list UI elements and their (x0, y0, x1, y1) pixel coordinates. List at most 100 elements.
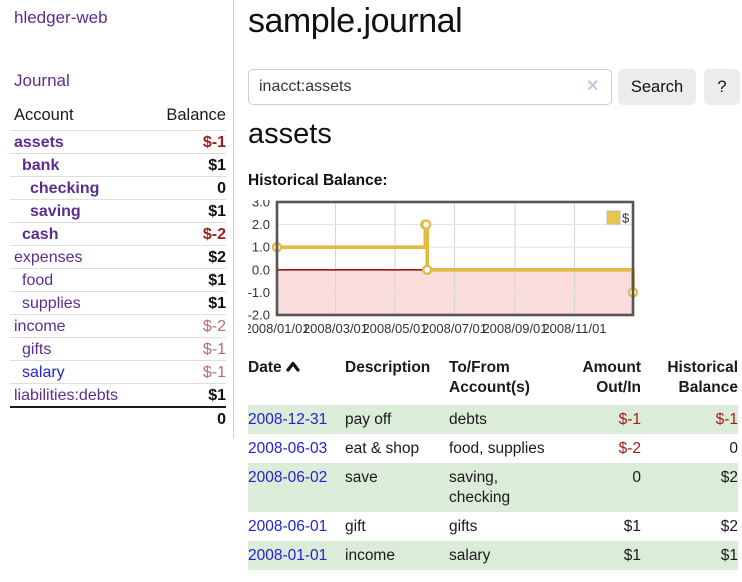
transaction-row: 2008-12-31 pay off debts $-1 $-1 (248, 405, 738, 434)
transaction-description: pay off (345, 410, 392, 428)
svg-text:2008/01/01: 2008/01/01 (248, 321, 310, 336)
svg-text:2008/07/01: 2008/07/01 (422, 321, 487, 336)
transaction-amount: $-1 (618, 410, 641, 428)
account-title: assets (248, 118, 332, 150)
transaction-accounts: salary (449, 546, 491, 564)
svg-text:2008/03/01: 2008/03/01 (303, 321, 368, 336)
svg-text:1.0: 1.0 (252, 240, 270, 255)
account-row: gifts $-1 (10, 337, 226, 361)
transaction-date-cell: 2008-06-03 (248, 434, 345, 463)
svg-text:2008/09/01: 2008/09/01 (482, 321, 547, 336)
search-form: ✕ Search ? (248, 69, 742, 105)
transaction-amount: $-2 (618, 439, 641, 457)
legend-swatch (606, 210, 621, 225)
transaction-description: income (345, 546, 395, 564)
svg-text:-1.0: -1.0 (248, 285, 270, 300)
accounts-header-balance: Balance (166, 106, 226, 124)
account-row: assets $-1 (10, 130, 226, 154)
register-table: Date Description To/From Account(s) Amount … (248, 358, 738, 570)
transaction-balance: $1 (720, 546, 738, 564)
accounts-table: Account Balance assets $-1 bank $1 checking 0… (10, 104, 226, 430)
transaction-date-link[interactable]: 2008-06-03 (248, 439, 328, 457)
account-row: food $1 (10, 268, 226, 292)
accounts-header-account: Account (14, 106, 74, 124)
svg-text:2008/05/01: 2008/05/01 (362, 321, 427, 336)
transaction-description: save (345, 468, 378, 486)
legend-label: $ (622, 211, 630, 226)
svg-text:0.0: 0.0 (252, 262, 270, 277)
transaction-date-cell: 2008-06-01 (248, 512, 345, 541)
sort-asc-icon[interactable] (286, 361, 300, 372)
account-row: checking 0 (10, 176, 226, 200)
transaction-accounts: debts (449, 410, 487, 428)
transaction-row: 2008-06-02 save saving, checking 0 $2 (248, 463, 738, 512)
account-row: salary $-1 (10, 360, 226, 384)
account-link-checking[interactable]: checking (30, 179, 100, 197)
transaction-accounts: gifts (449, 517, 478, 535)
account-link-supplies[interactable]: supplies (22, 294, 81, 312)
accounts-total: 0 (217, 410, 226, 428)
transaction-accounts: saving, checking (449, 468, 511, 506)
search-input[interactable] (248, 69, 612, 105)
account-link-liabilities-debts[interactable]: liabilities:debts (14, 386, 119, 404)
account-link-assets[interactable]: assets (14, 133, 64, 151)
search-button[interactable]: Search (618, 69, 696, 105)
historical-balance-chart[interactable]: 3.0 2.0 1.0 0.0 -1.0 -2.02008/01/012008/03/01… (248, 200, 742, 344)
account-link-salary[interactable]: salary (22, 363, 65, 381)
transaction-amount: $1 (623, 517, 641, 535)
transaction-date-link[interactable]: 2008-12-31 (248, 410, 328, 428)
account-balance: $-1 (202, 133, 226, 151)
register-header-to-from-account-s-: To/From Account(s) (449, 359, 530, 396)
transaction-date-cell: 2008-12-31 (248, 405, 345, 434)
transaction-date-link[interactable]: 2008-01-01 (248, 546, 328, 564)
account-link-food[interactable]: food (22, 271, 54, 289)
account-balance: 0 (217, 179, 226, 197)
transaction-amount: $1 (623, 546, 641, 564)
transaction-row: 2008-01-01 income salary $1 $1 (248, 541, 738, 570)
transaction-amount: 0 (632, 468, 641, 486)
account-row: supplies $1 (10, 291, 226, 315)
account-link-expenses[interactable]: expenses (14, 248, 83, 266)
account-balance: $-2 (202, 225, 226, 243)
account-balance: $2 (208, 248, 226, 266)
account-link-saving[interactable]: saving (30, 202, 81, 220)
register-header-date[interactable]: Date (248, 358, 345, 405)
account-row: cash $-2 (10, 222, 226, 246)
account-link-gifts[interactable]: gifts (22, 340, 52, 358)
account-balance: $1 (208, 202, 226, 220)
register-header-amount-out-in: Amount Out/In (582, 359, 641, 396)
account-row: saving $1 (10, 199, 226, 223)
account-row: income $-2 (10, 314, 226, 338)
sidebar-divider (233, 0, 234, 438)
transaction-row: 2008-06-03 eat & shop food, supplies $-2 0 (248, 434, 738, 463)
accounts-total-row: 0 (10, 407, 226, 430)
transaction-description: eat & shop (345, 439, 420, 457)
svg-text:3.0: 3.0 (252, 200, 270, 210)
clear-search-icon[interactable]: ✕ (586, 78, 600, 95)
chart-heading: Historical Balance: (248, 172, 388, 189)
transaction-date-link[interactable]: 2008-06-01 (248, 517, 328, 535)
register-header-description: Description (345, 359, 431, 376)
transaction-accounts: food, supplies (449, 439, 545, 457)
account-balance: $1 (208, 156, 226, 174)
transaction-description: gift (345, 517, 366, 535)
account-link-bank[interactable]: bank (22, 156, 60, 174)
account-balance: $1 (208, 386, 226, 404)
sidebar-item-journal[interactable]: Journal (14, 71, 70, 90)
account-balance: $-1 (202, 340, 226, 358)
account-link-income[interactable]: income (14, 317, 66, 335)
register-header-historical-balance: Historical Balance (667, 359, 738, 396)
transaction-date-cell: 2008-06-02 (248, 463, 345, 512)
brand-link[interactable]: hledger-web (14, 8, 108, 27)
svg-text:2.0: 2.0 (252, 217, 270, 232)
account-balance: $-2 (202, 317, 226, 335)
account-row: bank $1 (10, 153, 226, 177)
transaction-date-link[interactable]: 2008-06-02 (248, 468, 328, 486)
account-link-cash[interactable]: cash (22, 225, 59, 243)
transaction-balance: $2 (720, 517, 738, 535)
help-button[interactable]: ? (704, 69, 740, 105)
transaction-balance: 0 (729, 439, 738, 457)
transaction-balance: $-1 (715, 410, 738, 428)
account-row: expenses $2 (10, 245, 226, 269)
